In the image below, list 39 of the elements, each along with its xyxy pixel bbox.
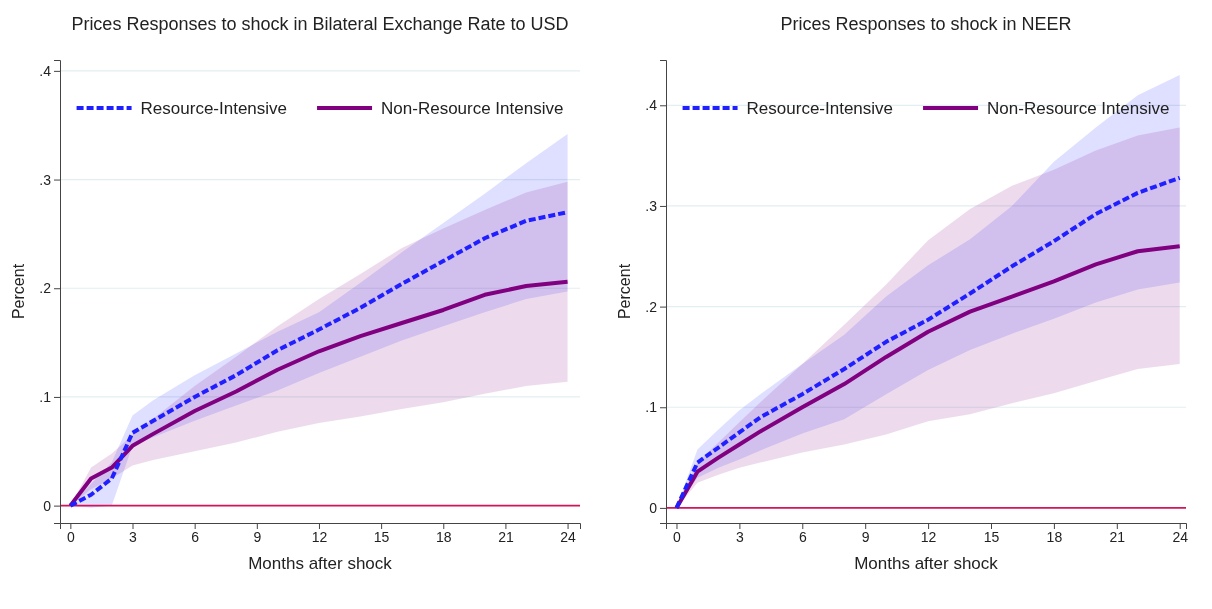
chart-title: Prices Responses to shock in Bilateral Exchange Rate to USD bbox=[71, 14, 569, 34]
y-tick-label: 0 bbox=[43, 497, 52, 514]
legend-label: Non-Resource Intensive bbox=[381, 99, 564, 118]
x-tick-label: 24 bbox=[1172, 528, 1189, 545]
y-axis-title: Percent bbox=[10, 263, 27, 320]
x-tick-label: 9 bbox=[861, 528, 870, 545]
x-tick-label: 21 bbox=[498, 528, 514, 545]
x-tick-label: 18 bbox=[1046, 528, 1063, 545]
legend-label: Resource-Intensive bbox=[746, 99, 894, 118]
y-tick-label: .2 bbox=[645, 298, 658, 315]
y-tick-label: .4 bbox=[645, 97, 658, 114]
y-tick-label: .1 bbox=[645, 399, 658, 416]
x-tick-label: 9 bbox=[253, 528, 262, 545]
x-tick-label: 15 bbox=[983, 528, 1000, 545]
y-tick-label: .2 bbox=[39, 280, 52, 297]
legend-label: Resource-Intensive bbox=[140, 99, 288, 118]
x-tick-label: 0 bbox=[66, 528, 75, 545]
x-tick-label: 6 bbox=[798, 528, 807, 545]
x-tick-label: 0 bbox=[673, 528, 682, 545]
x-tick-label: 15 bbox=[373, 528, 390, 545]
x-tick-label: 3 bbox=[735, 528, 744, 545]
x-tick-label: 18 bbox=[435, 528, 452, 545]
x-tick-label: 12 bbox=[311, 528, 328, 545]
x-tick-label: 21 bbox=[1109, 528, 1126, 545]
y-tick-label: .4 bbox=[39, 62, 52, 79]
line-series bbox=[68, 279, 570, 508]
y-axis-title: Percent bbox=[616, 263, 633, 320]
x-axis-title: Months after shock bbox=[854, 554, 999, 573]
x-tick-label: 6 bbox=[191, 528, 200, 545]
x-tick-label: 12 bbox=[920, 528, 937, 545]
x-tick-label: 24 bbox=[560, 528, 577, 545]
legend-label: Non-Resource Intensive bbox=[987, 99, 1170, 118]
chart-title: Prices Responses to shock in NEER bbox=[780, 14, 1072, 34]
y-tick-label: 0 bbox=[649, 499, 658, 516]
y-tick-label: .3 bbox=[645, 197, 658, 214]
y-tick-label: .1 bbox=[39, 388, 52, 405]
x-tick-label: 3 bbox=[129, 528, 138, 545]
y-tick-label: .3 bbox=[39, 171, 52, 188]
x-axis-title: Months after shock bbox=[248, 554, 393, 573]
